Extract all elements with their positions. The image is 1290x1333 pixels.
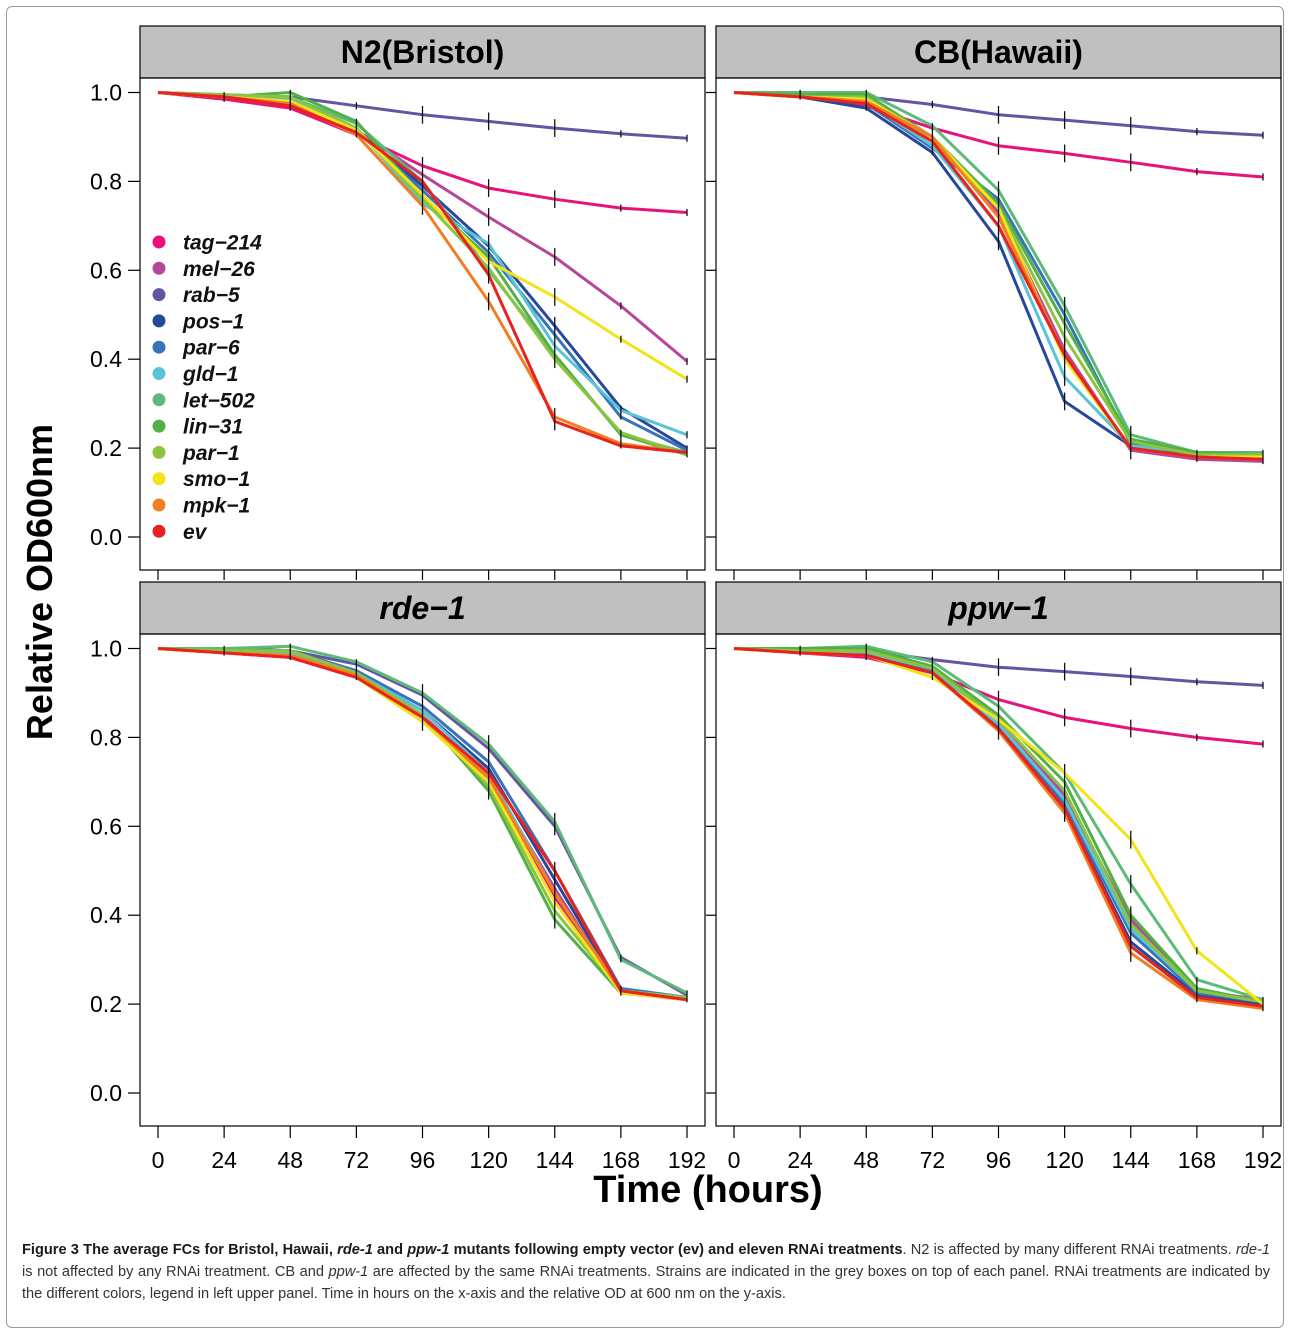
legend-label-par-6: par−6 (182, 337, 240, 360)
legend-label-pos-1: pos−1 (182, 310, 244, 333)
strip-label: ppw−1 (947, 590, 1048, 626)
caption-body-1: . N2 is affected by many different RNAi … (902, 1242, 1236, 1258)
strip-label: N2(Bristol) (341, 34, 505, 70)
legend-swatch-par-6 (152, 340, 166, 354)
panel-2: CB(Hawaii) (706, 25, 1282, 580)
panel-1: N2(Bristol) 0.0 0.2 0.4 0.6 0.8 1.0 tag−214 mel−… (90, 25, 706, 580)
y-tick-label: 0.0 (90, 1080, 122, 1106)
x-tick-label: 192 (1244, 1147, 1282, 1173)
legend-swatch-ev (152, 524, 166, 538)
y-tick-label: 0.6 (90, 813, 122, 839)
legend-label-mel-26: mel−26 (183, 258, 255, 281)
error-bars (799, 89, 1264, 465)
y-axis-title: Relative OD600nm (19, 424, 60, 740)
strip-background (715, 581, 1282, 635)
caption-body-gene-ppw1: ppw-1 (328, 1264, 369, 1280)
x-tick-label: 0 (152, 1147, 165, 1173)
y-tick-label: 0.4 (90, 346, 122, 372)
x-tick-label: 24 (787, 1147, 813, 1173)
x-tick-label: 48 (853, 1147, 879, 1173)
legend-swatch-gld-1 (152, 367, 166, 380)
legend-swatch-smo-1 (152, 472, 166, 486)
figure-caption: Figure 3 The average FCs for Bristol, Ha… (22, 1239, 1270, 1305)
legend-label-rab-5: rab−5 (183, 284, 240, 307)
y-tick-label: 0.8 (90, 168, 122, 194)
caption-title-5: mutants following empty vector (ev) and … (449, 1242, 903, 1258)
caption-title-3: and (372, 1242, 408, 1258)
caption-title-1: The average FCs for Bristol, Hawaii, (78, 1242, 338, 1258)
legend-label-ev: ev (183, 521, 208, 544)
caption-body-gene-rde1: rde-1 (1235, 1242, 1271, 1258)
y-tick-label: 0.2 (90, 435, 122, 461)
panels-layer: N2(Bristol) 0.0 0.2 0.4 0.6 0.8 1.0 tag−214 mel−… (90, 25, 1282, 1173)
panel-3: rde−1 0.0 0.2 0.4 0.6 0.8 1.0 0 24 48 72 96 120 144 16… (90, 581, 706, 1173)
legend-label-smo-1: smo−1 (183, 468, 250, 491)
legend-label-let-502: let−502 (183, 389, 255, 412)
legend: tag−214 mel−26 rab−5 pos−1 par−6 gld−1 let−502… (152, 232, 262, 544)
x-tick-label: 96 (986, 1147, 1012, 1173)
legend-swatch-rab-5 (152, 288, 166, 302)
x-tick-label: 72 (344, 1147, 370, 1173)
error-bars (223, 89, 688, 458)
legend-label-gld-1: gld−1 (182, 363, 238, 386)
x-axis-title: Time (hours) (593, 1169, 822, 1211)
legend-swatch-tag-214 (152, 235, 166, 249)
legend-label-mpk-1: mpk−1 (183, 495, 250, 518)
x-tick-label: 144 (1112, 1147, 1151, 1173)
x-tick-label: 192 (668, 1147, 706, 1173)
caption-title-gene-rde1: rde-1 (337, 1242, 373, 1258)
strip-label: CB(Hawaii) (914, 34, 1083, 70)
strip-label: rde−1 (379, 590, 465, 626)
legend-label-par-1: par−1 (182, 442, 240, 465)
legend-swatch-let-502 (152, 393, 166, 407)
x-tick-label: 168 (602, 1147, 640, 1173)
legend-swatch-lin-31 (152, 419, 166, 433)
panel-4: ppw−1 0 24 48 72 96 120 144 168 192 (706, 581, 1282, 1173)
caption-title-gene-ppw1: ppw-1 (407, 1242, 450, 1258)
y-tick-label: 1.0 (90, 636, 122, 662)
x-tick-label: 48 (277, 1147, 303, 1173)
legend-swatch-pos-1 (152, 314, 166, 328)
y-tick-label: 0.6 (90, 257, 122, 283)
caption-figure-label: Figure 3 (22, 1242, 79, 1258)
x-tick-label: 120 (1045, 1147, 1083, 1173)
error-bars (799, 643, 1264, 1012)
caption-body-3: is not affected by any RNAi treatment. C… (22, 1264, 329, 1280)
legend-label-tag-214: tag−214 (183, 232, 262, 255)
y-tick-label: 0.4 (90, 902, 122, 928)
legend-label-lin-31: lin−31 (183, 416, 243, 439)
error-bars (223, 643, 688, 1003)
x-tick-label: 72 (920, 1147, 946, 1173)
series-line-tag-214 (733, 91, 1264, 179)
caption-body-5: are affected by the same RNAi treatments… (22, 1264, 1270, 1302)
x-tick-label: 96 (410, 1147, 436, 1173)
strip-background (715, 25, 1282, 79)
x-tick-label: 168 (1178, 1147, 1216, 1173)
x-tick-label: 144 (536, 1147, 575, 1173)
legend-swatch-mpk-1 (152, 498, 166, 512)
strip-background (139, 581, 706, 635)
chart-figure: N2(Bristol) 0.0 0.2 0.4 0.6 0.8 1.0 tag−214 mel−… (19, 25, 1282, 1211)
legend-swatch-mel-26 (152, 261, 166, 275)
y-tick-label: 0.0 (90, 524, 122, 550)
y-tick-label: 1.0 (90, 80, 122, 106)
x-tick-label: 24 (211, 1147, 237, 1173)
figure-frame (6, 6, 1284, 1328)
x-tick-label: 0 (728, 1147, 741, 1173)
y-tick-label: 0.8 (90, 724, 122, 750)
legend-swatch-par-1 (152, 445, 166, 459)
y-tick-label: 0.2 (90, 991, 122, 1017)
x-tick-label: 120 (469, 1147, 507, 1173)
